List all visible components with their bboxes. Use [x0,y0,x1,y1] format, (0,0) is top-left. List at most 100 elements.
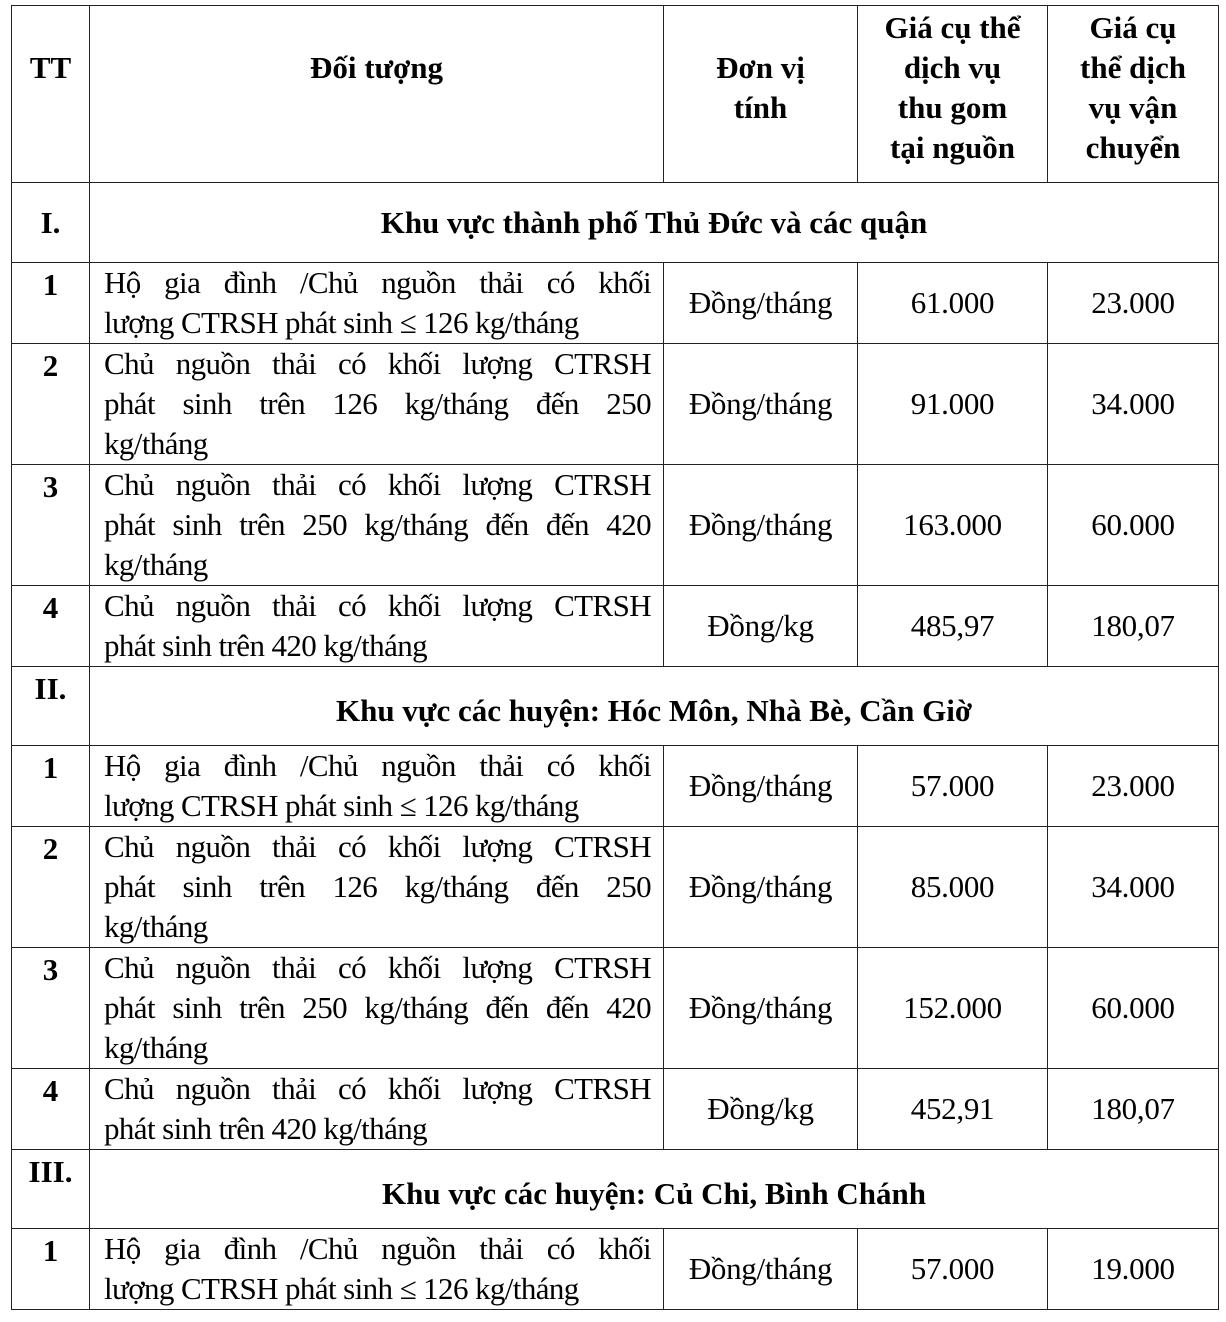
row-number: 3 [11,947,90,1069]
row-subject: Chủ nguồn thải có khối lượng CTRSH phát s… [89,464,664,586]
header-subject: Đối tượng [89,5,664,183]
row-transport-price: 23.000 [1047,262,1219,344]
row-unit: Đồng/tháng [663,745,858,827]
subject-line: phát sinh trên 420 kg/tháng [104,1111,428,1146]
subject-line: Chủ nguồn thải có khối lượng CTRSH [104,950,652,985]
row-number: 1 [11,745,90,827]
subject-line: Chủ nguồn thải có khối lượng CTRSH [104,829,652,864]
row-subject: Hộ gia đình /Chủ nguồn thải có khối lượng… [89,1228,664,1310]
header-subject-text: Đối tượng [309,50,444,85]
section-row: II. Khu vực các huyện: Hóc Môn, Nhà Bè, C… [11,666,1219,746]
row-unit: Đồng/kg [663,585,858,667]
table-row: 3 Chủ nguồn thải có khối lượng CTRSH phát … [11,464,1219,586]
header-unit-line: tính [733,90,788,125]
section-title: Khu vực thành phố Thủ Đức và các quận [89,182,1219,263]
subject-line: kg/tháng [104,909,208,944]
header-tt-text: TT [29,50,72,85]
header-line: tại nguồn [890,130,1015,165]
subject-line: kg/tháng [104,426,208,461]
section-title: Khu vực các huyện: Hóc Môn, Nhà Bè, Cần … [89,666,1219,746]
row-unit: Đồng/tháng [663,947,858,1069]
row-subject: Chủ nguồn thải có khối lượng CTRSH phát s… [89,947,664,1069]
row-transport-price: 180,07 [1047,1068,1219,1150]
header-unit-line: Đơn vị [716,50,805,85]
table-row: 2 Chủ nguồn thải có khối lượng CTRSH phát … [11,826,1219,948]
header-line: Giá cụ thể [884,10,1021,45]
section-number: II. [11,666,90,746]
row-unit: Đồng/tháng [663,826,858,948]
row-unit: Đồng/kg [663,1068,858,1150]
row-transport-price: 23.000 [1047,745,1219,827]
row-collection-price: 452,91 [857,1068,1048,1150]
header-collection-price: Giá cụ thể dịch vụ thu gom tại nguồn [857,5,1048,183]
row-transport-price: 60.000 [1047,947,1219,1069]
table-row: 4 Chủ nguồn thải có khối lượng CTRSH phát … [11,1068,1219,1150]
subject-line: Hộ gia đình /Chủ nguồn thải có khối [104,1231,652,1266]
header-tt: TT [11,5,90,183]
header-transport-price: Giá cụ thể dịch vụ vận chuyển [1047,5,1219,183]
subject-line: lượng CTRSH phát sinh ≤ 126 kg/tháng [104,305,579,340]
row-unit: Đồng/tháng [663,464,858,586]
row-transport-price: 34.000 [1047,343,1219,465]
subject-line: phát sinh trên 126 kg/tháng đến 250 [104,386,652,421]
row-number: 4 [11,1068,90,1150]
row-subject: Chủ nguồn thải có khối lượng CTRSH phát s… [89,1068,664,1150]
header-line: chuyển [1085,130,1181,165]
table-row: 1 Hộ gia đình /Chủ nguồn thải có khối lượn… [11,745,1219,827]
header-unit: Đơn vị tính [663,5,858,183]
row-collection-price: 57.000 [857,1228,1048,1310]
subject-line: kg/tháng [104,1030,208,1065]
table-row: 4 Chủ nguồn thải có khối lượng CTRSH phát … [11,585,1219,667]
row-subject: Hộ gia đình /Chủ nguồn thải có khối lượng… [89,745,664,827]
section-row: I. Khu vực thành phố Thủ Đức và các quận [11,182,1219,263]
row-collection-price: 57.000 [857,745,1048,827]
row-subject: Chủ nguồn thải có khối lượng CTRSH phát s… [89,343,664,465]
price-table: TT Đối tượng Đơn vị tính Giá cụ thể dịch… [11,5,1219,1310]
subject-line: lượng CTRSH phát sinh ≤ 126 kg/tháng [104,1271,579,1306]
subject-line: phát sinh trên 126 kg/tháng đến 250 [104,869,652,904]
row-collection-price: 152.000 [857,947,1048,1069]
section-number: III. [11,1149,90,1229]
subject-line: kg/tháng [104,547,208,582]
subject-line: phát sinh trên 420 kg/tháng [104,628,428,663]
row-collection-price: 61.000 [857,262,1048,344]
subject-line: Chủ nguồn thải có khối lượng CTRSH [104,346,652,381]
row-number: 1 [11,1228,90,1310]
subject-line: Chủ nguồn thải có khối lượng CTRSH [104,1071,652,1106]
row-number: 2 [11,343,90,465]
subject-line: phát sinh trên 250 kg/tháng đến đến 420 [104,507,652,542]
section-title: Khu vực các huyện: Củ Chi, Bình Chánh [89,1149,1219,1229]
row-collection-price: 91.000 [857,343,1048,465]
row-subject: Chủ nguồn thải có khối lượng CTRSH phát s… [89,585,664,667]
section-number: I. [11,182,90,263]
header-line: thu gom [897,90,1008,125]
header-line: thể dịch [1080,50,1186,85]
subject-line: Chủ nguồn thải có khối lượng CTRSH [104,588,652,623]
row-transport-price: 19.000 [1047,1228,1219,1310]
subject-line: lượng CTRSH phát sinh ≤ 126 kg/tháng [104,788,579,823]
row-number: 1 [11,262,90,344]
header-line: vụ vận [1088,90,1178,125]
subject-line: phát sinh trên 250 kg/tháng đến đến 420 [104,990,652,1025]
row-subject: Hộ gia đình /Chủ nguồn thải có khối lượng… [89,262,664,344]
row-number: 2 [11,826,90,948]
row-number: 4 [11,585,90,667]
section-row: III. Khu vực các huyện: Củ Chi, Bình Chán… [11,1149,1219,1229]
subject-line: Chủ nguồn thải có khối lượng CTRSH [104,467,652,502]
table-row: 2 Chủ nguồn thải có khối lượng CTRSH phát … [11,343,1219,465]
subject-line: Hộ gia đình /Chủ nguồn thải có khối [104,265,652,300]
row-subject: Chủ nguồn thải có khối lượng CTRSH phát s… [89,826,664,948]
row-transport-price: 60.000 [1047,464,1219,586]
row-collection-price: 485,97 [857,585,1048,667]
header-line: dịch vụ [903,50,1002,85]
row-unit: Đồng/tháng [663,343,858,465]
table-row: 1 Hộ gia đình /Chủ nguồn thải có khối lượn… [11,1228,1219,1310]
table-row: 1 Hộ gia đình /Chủ nguồn thải có khối lượn… [11,262,1219,344]
header-line: Giá cụ [1089,10,1177,45]
row-unit: Đồng/tháng [663,262,858,344]
row-transport-price: 180,07 [1047,585,1219,667]
row-collection-price: 163.000 [857,464,1048,586]
row-number: 3 [11,464,90,586]
table-row: 3 Chủ nguồn thải có khối lượng CTRSH phát … [11,947,1219,1069]
subject-line: Hộ gia đình /Chủ nguồn thải có khối [104,748,652,783]
